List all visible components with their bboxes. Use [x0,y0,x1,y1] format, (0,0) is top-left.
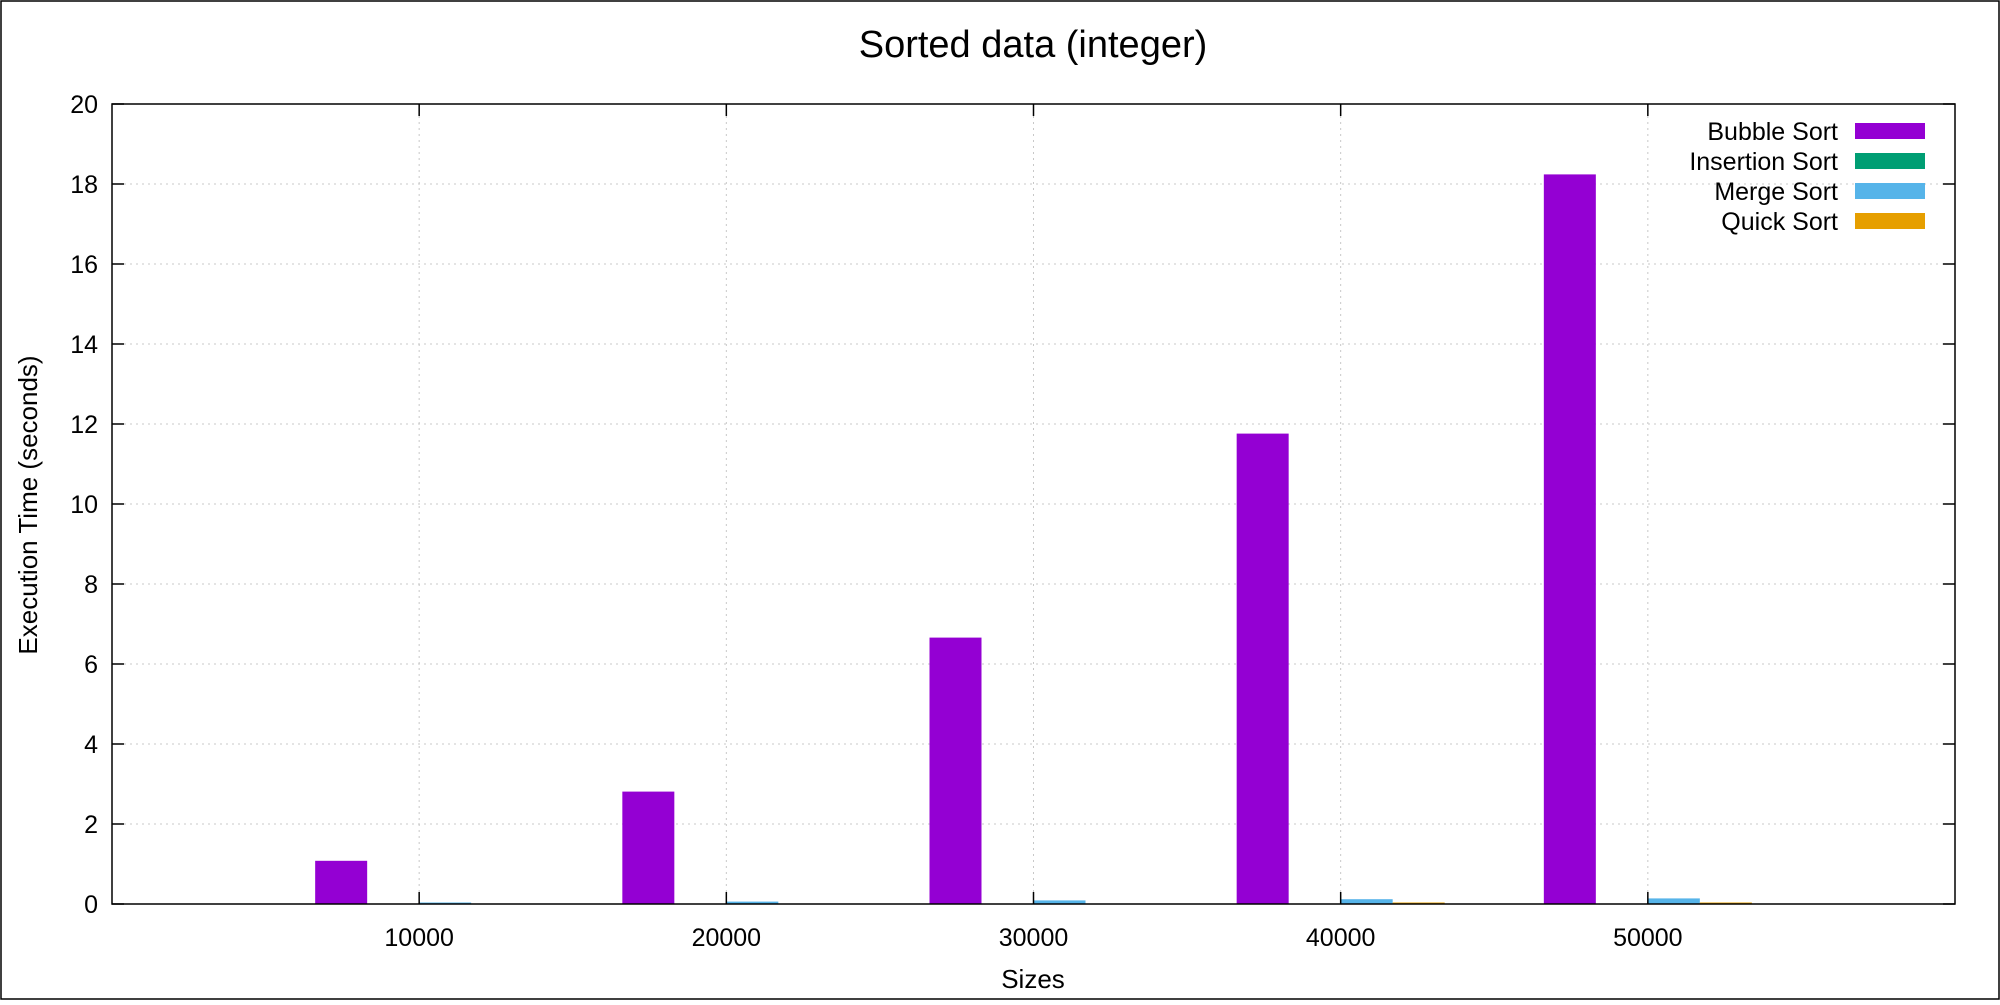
x-tick-label: 50000 [1613,924,1683,952]
y-tick-label: 20 [70,91,98,119]
grid-lines [112,104,1955,904]
bar-bubble-sort [1543,174,1596,904]
y-tick-label: 0 [84,891,98,919]
y-tick-label: 6 [84,651,98,679]
bar-merge-sort [1033,900,1086,904]
y-tick-label: 14 [70,331,98,359]
y-tick-label: 10 [70,491,98,519]
legend-label: Quick Sort [1721,208,1838,236]
legend-swatch [1855,153,1925,169]
bar-bubble-sort [315,860,368,904]
axes: 0 2 4 6 8 10 12 14 16 18 20 10000 20000 30000 40000 500… [70,91,1956,952]
chart-title: Sorted data (integer) [859,24,1208,66]
bar-bubble-sort [1236,433,1289,904]
bar-bubble-sort [622,791,675,904]
bar-bubble-sort [929,637,982,904]
legend-swatch [1855,183,1925,199]
bars [315,174,1752,904]
legend-label: Bubble Sort [1707,118,1838,146]
bar-merge-sort [726,901,779,904]
y-tick-label: 16 [70,251,98,279]
bar-merge-sort [1647,898,1700,904]
y-tick-label: 2 [84,811,98,839]
y-tick-label: 18 [70,171,98,199]
x-tick-label: 20000 [692,924,762,952]
y-tick-label: 8 [84,571,98,599]
bar-merge-sort [1340,899,1393,904]
legend-label: Merge Sort [1714,178,1838,206]
legend-swatch [1855,213,1925,229]
y-tick-label: 12 [70,411,98,439]
x-tick-label: 10000 [384,924,454,952]
y-axis-label: Execution Time (seconds) [13,355,43,654]
x-tick-label: 40000 [1306,924,1376,952]
x-tick-label: 30000 [999,924,1069,952]
y-tick-label: 4 [84,731,98,759]
legend-label: Insertion Sort [1689,148,1838,176]
x-axis-label: Sizes [1001,964,1065,994]
legend-swatch [1855,123,1925,139]
plot-border [111,103,1956,905]
